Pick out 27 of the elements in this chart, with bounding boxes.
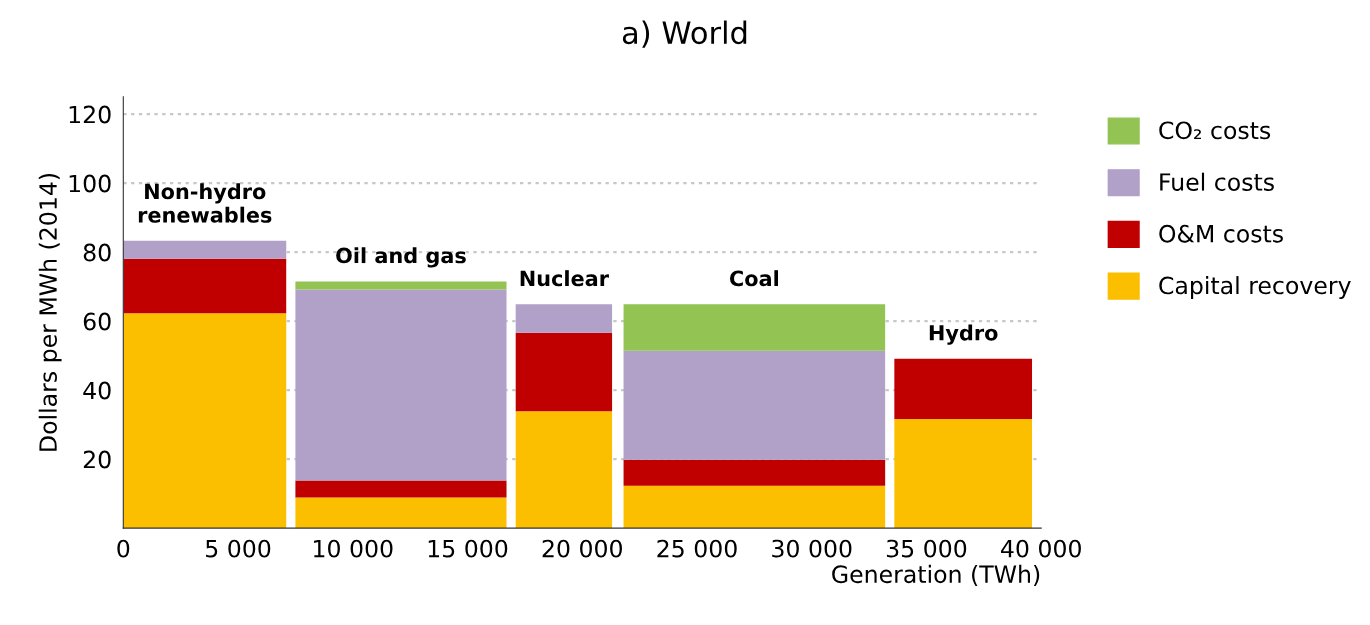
x-tick-label: 10 000: [314, 539, 393, 558]
x-tick-label: 25 000: [657, 539, 737, 558]
x-tick-label: 0: [117, 539, 130, 558]
y-tick-label: 60: [83, 312, 111, 331]
x-tick-label: 20 000: [542, 539, 622, 558]
annotation: Coal: [729, 270, 779, 287]
annotation: Nuclear: [520, 270, 609, 287]
annotation: Non-hydro renewables: [138, 183, 272, 223]
x-tick-label: 30 000: [772, 539, 852, 558]
legend-label: CO₂ costs: [1159, 121, 1271, 140]
x-tick-label: 15 000: [428, 539, 508, 558]
y-tick-label: 120: [69, 105, 111, 124]
x-tick-label: 5 000: [206, 539, 271, 558]
y-tick-label: 20: [83, 450, 111, 469]
y-axis-title: Dollars per MWh (2014): [38, 173, 62, 451]
y-tick-label: 80: [83, 243, 111, 262]
x-axis-title: Generation (TWh): [832, 564, 1040, 586]
legend-label: Capital recovery: [1159, 276, 1351, 299]
x-tick-label: 35 000: [886, 539, 967, 558]
annotation: Oil and gas: [336, 247, 466, 268]
y-tick-label: 100: [69, 174, 111, 193]
y-tick-label: 40: [83, 381, 111, 400]
chart-title: a) World: [622, 20, 747, 48]
annotation: Hydro: [929, 324, 998, 345]
legend-label: O&M costs: [1159, 224, 1283, 243]
legend-label: Fuel costs: [1160, 172, 1274, 191]
x-tick-label: 40 000: [1001, 539, 1081, 558]
